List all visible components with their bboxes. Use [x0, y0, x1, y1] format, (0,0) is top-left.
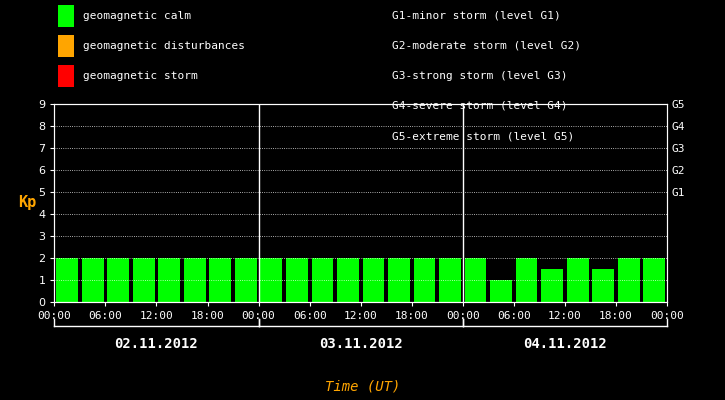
- Bar: [515, 258, 537, 302]
- Text: G5-extreme storm (level G5): G5-extreme storm (level G5): [392, 131, 573, 141]
- Bar: [235, 258, 257, 302]
- Bar: [388, 258, 410, 302]
- Bar: [490, 280, 512, 302]
- Bar: [184, 258, 206, 302]
- Bar: [158, 258, 180, 302]
- Bar: [465, 258, 486, 302]
- Bar: [312, 258, 334, 302]
- Bar: [439, 258, 461, 302]
- Bar: [337, 258, 359, 302]
- Bar: [57, 258, 78, 302]
- Text: G4-severe storm (level G4): G4-severe storm (level G4): [392, 101, 567, 111]
- Text: Time (UT): Time (UT): [325, 380, 400, 394]
- Bar: [133, 258, 154, 302]
- Y-axis label: Kp: Kp: [18, 196, 36, 210]
- Text: 04.11.2012: 04.11.2012: [523, 337, 607, 351]
- Bar: [542, 269, 563, 302]
- Bar: [362, 258, 384, 302]
- Text: 03.11.2012: 03.11.2012: [319, 337, 402, 351]
- Text: geomagnetic calm: geomagnetic calm: [83, 11, 191, 21]
- Bar: [107, 258, 129, 302]
- Bar: [618, 258, 639, 302]
- Text: geomagnetic storm: geomagnetic storm: [83, 71, 197, 81]
- Bar: [643, 258, 665, 302]
- Bar: [414, 258, 435, 302]
- Bar: [210, 258, 231, 302]
- Text: G1-minor storm (level G1): G1-minor storm (level G1): [392, 11, 560, 21]
- Text: geomagnetic disturbances: geomagnetic disturbances: [83, 41, 244, 51]
- Text: 02.11.2012: 02.11.2012: [115, 337, 199, 351]
- Bar: [592, 269, 614, 302]
- Bar: [567, 258, 589, 302]
- Bar: [286, 258, 307, 302]
- Bar: [260, 258, 282, 302]
- Text: G3-strong storm (level G3): G3-strong storm (level G3): [392, 71, 567, 81]
- Text: G2-moderate storm (level G2): G2-moderate storm (level G2): [392, 41, 581, 51]
- Bar: [82, 258, 104, 302]
